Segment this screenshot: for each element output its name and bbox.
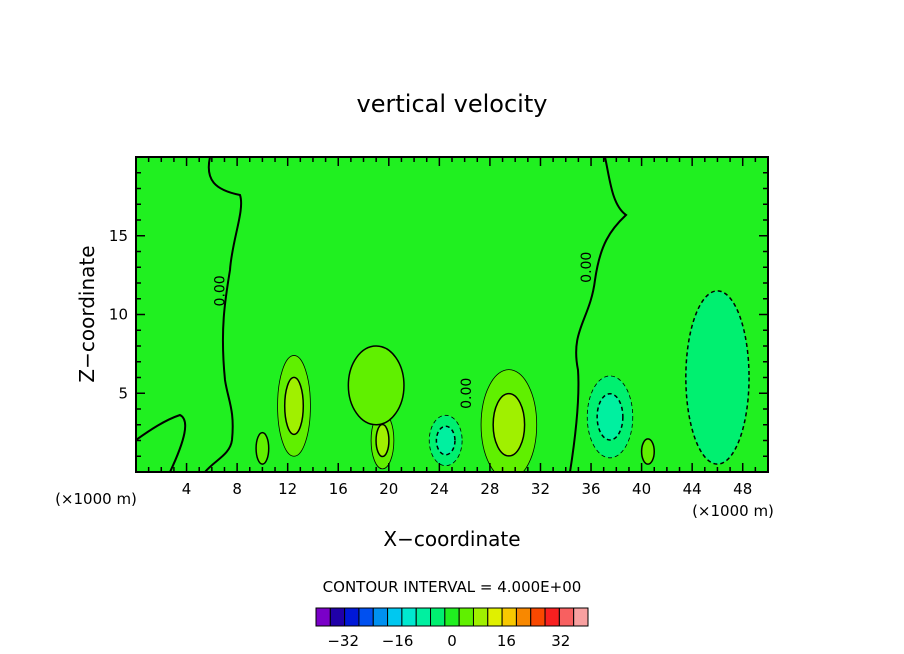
colorbar-swatch-16 <box>544 607 560 627</box>
colorbar-swatch-9 <box>444 607 460 627</box>
x-axis-ticks: 4 8 12 16 20 24 28 32 36 40 44 48 <box>147 157 757 498</box>
colorbar-swatch-10 <box>458 607 474 627</box>
contour-region-6-0 <box>685 290 750 465</box>
x-tick-label-44: 44 <box>683 480 702 498</box>
contour-region-4-1 <box>435 425 456 456</box>
x-tick-label-24: 24 <box>430 480 449 498</box>
contour-region-0-1 <box>283 376 305 436</box>
colorbar-tick-label-0: −32 <box>327 632 359 650</box>
y-axis-ticks: 5 10 15 <box>109 172 768 457</box>
contour-labels: 0.00 0.00 0.00 <box>212 252 595 409</box>
colorbar-labels: −32 −16 0 16 32 <box>327 632 570 650</box>
x-tick-label-48: 48 <box>733 480 752 498</box>
colorbar-swatch-1 <box>329 607 346 627</box>
plot-area: 0.000.000.00 4 8 12 16 20 24 28 32 36 40 44 48 5101… <box>109 156 769 498</box>
contour-region-2-1 <box>492 392 526 457</box>
colorbar-swatch-4 <box>372 607 389 627</box>
x-tick-label-28: 28 <box>480 480 499 498</box>
x-axis-title: X−coordinate <box>383 527 520 551</box>
colorbar-swatch-3 <box>358 607 374 627</box>
colorbar-tick-label-2: 0 <box>447 632 457 650</box>
contour-fills <box>255 290 750 472</box>
x-unit-label-right: (×1000 m) <box>692 502 774 520</box>
y-tick-label-10: 10 <box>109 306 128 324</box>
colorbar-swatch-12 <box>487 607 503 627</box>
colorbar-swatch-13 <box>501 607 517 627</box>
x-tick-label-36: 36 <box>581 480 600 498</box>
contour-label-2: 0.00 <box>579 252 595 283</box>
colorbar-swatch-17 <box>558 607 575 627</box>
x-tick-label-8: 8 <box>232 480 242 498</box>
y-tick-label-5: 5 <box>118 384 128 402</box>
colorbar-swatch-6 <box>401 607 417 627</box>
x-tick-label-12: 12 <box>278 480 297 498</box>
contour-region-1-1 <box>375 423 390 458</box>
contour-region-7-0 <box>255 431 270 465</box>
y-tick-label-15: 15 <box>109 227 128 245</box>
zero-contour-lines <box>136 157 628 472</box>
y-axis-title: Z−coordinate <box>75 245 99 382</box>
colorbar-swatch-14 <box>515 607 532 627</box>
colorbar-swatch-18 <box>573 607 589 627</box>
colorbar-swatch-5 <box>387 607 403 627</box>
colorbar-swatch-8 <box>430 607 446 627</box>
x-tick-label-16: 16 <box>329 480 348 498</box>
zero-contour-lower <box>136 413 187 472</box>
colorbar-swatch-7 <box>415 607 432 627</box>
contour-region-8-0 <box>640 438 655 465</box>
zero-contour-right <box>569 157 628 472</box>
zero-contour-left <box>204 157 243 472</box>
x-tick-label-4: 4 <box>182 480 192 498</box>
contour-label-1: 0.00 <box>459 378 475 409</box>
chart-title: vertical velocity <box>357 90 548 118</box>
x-tick-label-20: 20 <box>379 480 398 498</box>
x-unit-label-left: (×1000 m) <box>55 490 137 508</box>
contour-label-0: 0.00 <box>212 275 228 306</box>
colorbar-swatch-15 <box>530 607 546 627</box>
colorbar-tick-label-4: 32 <box>551 632 570 650</box>
x-tick-label-40: 40 <box>632 480 651 498</box>
colorbar <box>315 607 589 627</box>
colorbar-swatch-2 <box>344 607 360 627</box>
colorbar-swatch-0 <box>315 607 331 627</box>
contour-interval-text: CONTOUR INTERVAL = 4.000E+00 <box>323 578 582 596</box>
colorbar-tick-label-1: −16 <box>382 632 414 650</box>
colorbar-swatch-11 <box>472 607 489 627</box>
colorbar-tick-label-3: 16 <box>497 632 516 650</box>
contour-region-5-1 <box>596 392 624 441</box>
x-tick-label-32: 32 <box>531 480 550 498</box>
contour-region-3-0 <box>347 345 405 426</box>
